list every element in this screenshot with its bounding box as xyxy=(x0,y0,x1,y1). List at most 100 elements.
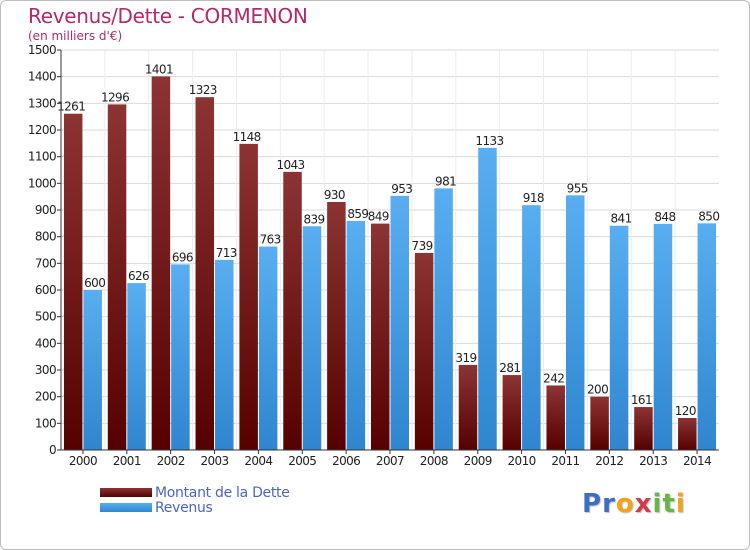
data-label-revenus: 953 xyxy=(391,182,412,196)
bar-revenus xyxy=(434,188,453,450)
bar-revenus xyxy=(478,147,497,450)
logo-letter: t xyxy=(662,489,676,519)
bar-revenus xyxy=(127,283,146,450)
chart-subtitle: (en milliers d'€) xyxy=(28,29,123,43)
bar-revenus xyxy=(258,246,278,450)
data-label-dette: 739 xyxy=(412,239,433,253)
bar-revenus xyxy=(609,225,629,450)
bar-dette xyxy=(634,407,653,450)
bar-dette xyxy=(590,396,609,450)
bar-revenus xyxy=(565,195,585,450)
bar-dette xyxy=(371,223,390,450)
bar-revenus xyxy=(653,223,673,450)
x-tick-label: 2004 xyxy=(244,454,272,468)
bar-dette xyxy=(502,375,522,450)
bar-revenus xyxy=(83,290,102,450)
data-label-dette: 1401 xyxy=(145,62,173,76)
legend-label-revenus: Revenus xyxy=(155,500,213,516)
bar-dette xyxy=(458,364,478,450)
data-label-revenus: 1133 xyxy=(475,134,503,148)
data-label-revenus: 839 xyxy=(303,212,324,226)
axes xyxy=(57,49,719,454)
x-tick-label: 2014 xyxy=(683,454,711,468)
data-label-dette: 120 xyxy=(675,404,696,418)
legend-swatch-dette xyxy=(100,488,152,497)
data-label-revenus: 981 xyxy=(435,174,456,188)
x-tick-label: 2012 xyxy=(595,454,623,468)
bar-dette xyxy=(195,97,215,450)
proxiti-logo: Proxiti xyxy=(582,489,686,519)
x-tick-label: 2011 xyxy=(551,454,579,468)
y-tick-label: 1000 xyxy=(28,176,56,190)
y-tick-label: 300 xyxy=(35,363,56,377)
bar-revenus xyxy=(697,223,717,450)
y-tick-label: 400 xyxy=(35,336,56,350)
data-label-dette: 1043 xyxy=(276,158,304,172)
data-label-revenus: 841 xyxy=(611,212,632,226)
bar-revenus xyxy=(171,264,190,450)
x-tick-label: 2007 xyxy=(376,454,404,468)
logo-letter: r xyxy=(602,489,616,519)
data-label-dette: 1323 xyxy=(189,83,217,97)
labels: 0 100 200 300 400 500 600 700 800 900 1000 1100 1200… xyxy=(28,43,720,468)
logo-letter: i xyxy=(675,489,686,519)
data-label-revenus: 696 xyxy=(172,250,193,264)
logo-letter: i xyxy=(652,489,663,519)
x-tick-label: 2013 xyxy=(639,454,667,468)
bar-dette xyxy=(283,171,302,450)
x-tick-label: 2001 xyxy=(113,454,141,468)
data-label-revenus: 955 xyxy=(567,181,588,195)
gridlines xyxy=(61,49,719,451)
x-tick-label: 2002 xyxy=(157,454,185,468)
y-tick-label: 500 xyxy=(35,310,56,324)
data-label-revenus: 850 xyxy=(698,209,719,223)
chart-title: Revenus/Dette - CORMENON xyxy=(28,4,308,28)
y-tick-label: 200 xyxy=(35,390,56,404)
y-tick-label: 1200 xyxy=(28,123,56,137)
y-tick-label: 1100 xyxy=(28,150,56,164)
data-label-dette: 1261 xyxy=(57,100,85,114)
legend-label-dette: Montant de la Dette xyxy=(155,485,290,501)
y-tick-label: 600 xyxy=(35,283,56,297)
bar-dette xyxy=(327,202,346,450)
y-tick-label: 700 xyxy=(35,256,56,270)
data-label-dette: 281 xyxy=(499,361,520,375)
bar-revenus xyxy=(346,220,366,450)
data-label-dette: 242 xyxy=(543,371,564,385)
x-tick-label: 2006 xyxy=(332,454,360,468)
legend-swatch-revenus xyxy=(100,503,152,512)
bar-revenus xyxy=(215,259,234,450)
bars xyxy=(63,76,717,451)
x-tick-label: 2003 xyxy=(200,454,228,468)
x-tick-label: 2008 xyxy=(420,454,448,468)
bar-revenus xyxy=(390,195,409,450)
x-tick-label: 2009 xyxy=(464,454,492,468)
data-label-revenus: 848 xyxy=(654,210,675,224)
logo-letter: x xyxy=(634,489,653,519)
bar-dette xyxy=(546,385,565,450)
logo-letter: o xyxy=(615,489,635,519)
data-label-dette: 1296 xyxy=(101,90,129,104)
bar-dette xyxy=(63,113,83,450)
y-tick-label: 0 xyxy=(49,443,56,457)
bar-dette xyxy=(239,143,258,450)
y-tick-label: 900 xyxy=(35,203,56,217)
bar-revenus xyxy=(522,205,541,450)
x-tick-label: 2005 xyxy=(288,454,316,468)
data-label-revenus: 713 xyxy=(216,246,237,260)
data-label-dette: 930 xyxy=(324,188,345,202)
y-tick-label: 1300 xyxy=(28,96,56,110)
x-tick-label: 2000 xyxy=(69,454,97,468)
bar-revenus xyxy=(302,226,322,450)
data-label-revenus: 626 xyxy=(128,269,149,283)
y-tick-label: 1500 xyxy=(28,43,56,57)
data-label-revenus: 918 xyxy=(523,191,544,205)
y-tick-label: 100 xyxy=(35,416,56,430)
data-label-dette: 1148 xyxy=(233,130,261,144)
logo-letter: P xyxy=(582,489,603,519)
y-tick-label: 800 xyxy=(35,230,56,244)
bar-dette xyxy=(107,104,127,451)
y-tick-label: 1400 xyxy=(28,70,56,84)
data-label-revenus: 763 xyxy=(260,233,281,247)
